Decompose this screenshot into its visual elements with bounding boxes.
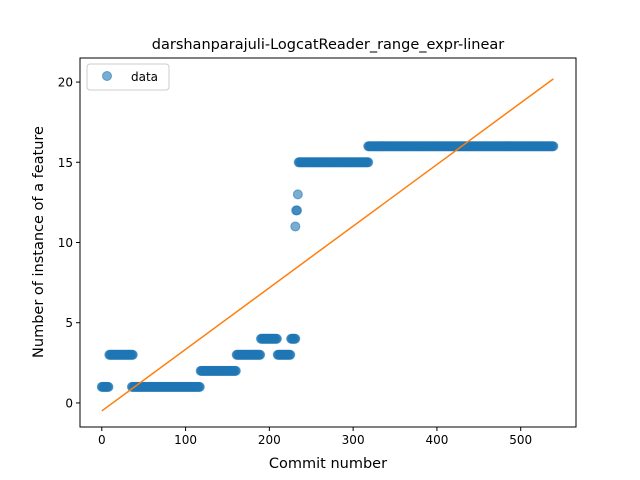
x-tick-label: 500 — [509, 433, 532, 447]
data-point — [548, 141, 559, 152]
data-layer — [96, 78, 559, 412]
x-axis-ticks: 0 100 200 300 400 500 — [98, 427, 532, 447]
x-tick-label: 200 — [258, 433, 281, 447]
x-tick-label: 400 — [425, 433, 448, 447]
y-tick-label: 10 — [58, 236, 73, 250]
data-point — [285, 349, 296, 360]
linear-fit-line — [101, 78, 554, 412]
y-tick-label: 0 — [65, 396, 73, 410]
data-point — [292, 189, 303, 200]
data-point — [290, 333, 301, 344]
data-point — [127, 349, 138, 360]
x-tick-label: 300 — [342, 433, 365, 447]
legend-marker-data — [102, 71, 112, 81]
legend: data — [86, 63, 170, 91]
data-point — [363, 157, 374, 168]
data-point — [103, 381, 114, 392]
legend-label-data: data — [131, 70, 158, 84]
x-axis-label: Commit number — [269, 456, 387, 472]
chart-title: darshanparajuli-LogcatReader_range_expr-… — [152, 37, 505, 53]
y-axis-ticks: 0 5 10 15 20 — [58, 76, 80, 410]
y-tick-label: 5 — [65, 316, 73, 330]
x-tick-label: 100 — [174, 433, 197, 447]
legend-box — [86, 63, 170, 91]
data-point — [194, 381, 205, 392]
data-point — [292, 205, 302, 216]
data-point — [255, 349, 266, 360]
y-axis-label: Number of instance of a feature — [31, 126, 47, 358]
x-tick-label: 0 — [98, 433, 106, 447]
y-tick-label: 20 — [58, 76, 73, 90]
y-tick-label: 15 — [58, 156, 73, 170]
plot-area: 0 100 200 300 400 500 0 5 10 15 20 — [58, 57, 577, 447]
data-point — [271, 333, 282, 344]
data-point — [290, 221, 301, 232]
data-point — [230, 365, 241, 376]
